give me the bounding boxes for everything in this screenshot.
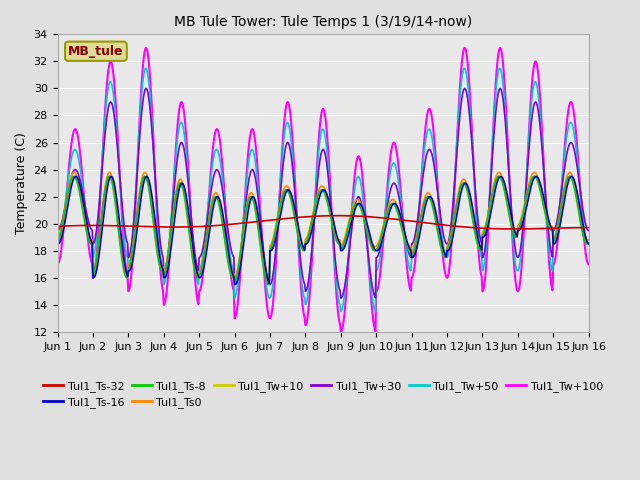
Tul1_Tw+100 — [538, 116, 545, 122]
Tul1_Tw+30 — [142, 85, 150, 91]
Line: Tul1_Tw+50: Tul1_Tw+50 — [58, 68, 589, 312]
Tul1_Tw+10 — [54, 241, 61, 247]
Tul1_Ts-8 — [193, 275, 201, 280]
Tul1_Tw+10 — [531, 173, 539, 179]
Legend: Tul1_Ts-32, Tul1_Ts-16, Tul1_Ts-8, Tul1_Ts0, Tul1_Tw+10, Tul1_Tw+30, Tul1_Tw+50,: Tul1_Ts-32, Tul1_Ts-16, Tul1_Ts-8, Tul1_… — [39, 376, 607, 412]
Tul1_Ts-32 — [585, 225, 593, 230]
Tul1_Tw+100 — [171, 162, 179, 168]
Tul1_Tw+50 — [420, 156, 428, 161]
Tul1_Ts-32 — [334, 213, 342, 218]
Tul1_Tw+50 — [367, 285, 375, 291]
Tul1_Ts-16 — [532, 173, 540, 179]
Tul1_Ts0 — [585, 236, 593, 242]
Tul1_Ts-32 — [54, 224, 61, 229]
Tul1_Tw+10 — [585, 241, 593, 247]
Tul1_Ts-32 — [367, 214, 375, 220]
Tul1_Ts0 — [538, 188, 545, 193]
Tul1_Ts-32 — [315, 213, 323, 219]
Tul1_Tw+50 — [461, 65, 468, 71]
Tul1_Ts-8 — [420, 203, 428, 209]
Tul1_Tw+100 — [142, 45, 150, 51]
Tul1_Tw+100 — [420, 139, 428, 144]
Line: Tul1_Ts-32: Tul1_Ts-32 — [58, 216, 589, 229]
Tul1_Tw+100 — [337, 329, 344, 335]
Tul1_Ts0 — [193, 270, 201, 276]
Tul1_Tw+10 — [367, 241, 375, 247]
Tul1_Ts0 — [170, 203, 178, 208]
Tul1_Ts0 — [367, 238, 375, 244]
Tul1_Tw+50 — [54, 241, 61, 247]
Tul1_Tw+50 — [315, 149, 323, 155]
Tul1_Ts-16 — [170, 220, 178, 226]
Tul1_Tw+10 — [170, 209, 178, 215]
Y-axis label: Temperature (C): Temperature (C) — [15, 132, 28, 234]
Tul1_Tw+30 — [54, 228, 61, 233]
Title: MB Tule Tower: Tule Temps 1 (3/19/14-now): MB Tule Tower: Tule Temps 1 (3/19/14-now… — [174, 15, 472, 29]
Tul1_Tw+50 — [337, 309, 344, 314]
Tul1_Tw+10 — [538, 191, 545, 196]
Tul1_Ts-8 — [538, 193, 545, 199]
Tul1_Ts-16 — [232, 282, 239, 288]
Text: MB_tule: MB_tule — [68, 45, 124, 58]
Line: Tul1_Tw+100: Tul1_Tw+100 — [58, 48, 589, 332]
Tul1_Tw+30 — [171, 180, 179, 185]
Tul1_Ts-8 — [170, 204, 178, 210]
Tul1_Tw+100 — [585, 262, 593, 267]
Tul1_Ts0 — [54, 236, 61, 242]
Tul1_Tw+30 — [194, 266, 202, 272]
Line: Tul1_Ts-8: Tul1_Ts-8 — [58, 176, 589, 285]
Tul1_Ts-16 — [538, 185, 545, 191]
Line: Tul1_Tw+30: Tul1_Tw+30 — [58, 88, 589, 298]
Tul1_Tw+30 — [538, 138, 545, 144]
Tul1_Ts-32 — [193, 224, 201, 229]
Tul1_Ts-32 — [420, 220, 428, 226]
Line: Tul1_Tw+10: Tul1_Tw+10 — [58, 176, 589, 285]
Tul1_Ts0 — [316, 186, 323, 192]
Tul1_Ts-16 — [316, 194, 323, 200]
Tul1_Ts0 — [530, 169, 538, 175]
Tul1_Ts-32 — [170, 224, 178, 230]
Tul1_Tw+10 — [420, 205, 428, 211]
Tul1_Ts-32 — [510, 226, 518, 232]
Tul1_Ts-8 — [367, 243, 375, 249]
Tul1_Tw+30 — [316, 161, 323, 167]
Tul1_Tw+100 — [194, 299, 202, 304]
Tul1_Tw+30 — [337, 295, 344, 301]
Tul1_Tw+30 — [420, 165, 428, 171]
Tul1_Tw+10 — [193, 274, 201, 279]
Tul1_Ts-16 — [367, 237, 375, 242]
Tul1_Tw+10 — [316, 191, 323, 196]
Tul1_Ts-32 — [538, 226, 545, 231]
Tul1_Ts-16 — [54, 241, 61, 247]
Tul1_Tw+50 — [538, 130, 545, 136]
Tul1_Ts-8 — [265, 282, 273, 288]
Tul1_Tw+50 — [170, 176, 178, 181]
Tul1_Ts-8 — [585, 240, 593, 246]
Tul1_Ts-8 — [316, 189, 323, 195]
Tul1_Tw+100 — [316, 128, 323, 134]
Tul1_Tw+10 — [266, 282, 273, 288]
Line: Tul1_Ts-16: Tul1_Ts-16 — [58, 176, 589, 285]
Tul1_Ts-16 — [585, 241, 593, 247]
Tul1_Ts-8 — [54, 240, 61, 246]
Tul1_Tw+100 — [54, 262, 61, 267]
Tul1_Ts-16 — [193, 269, 201, 275]
Tul1_Ts-8 — [530, 173, 538, 179]
Tul1_Tw+100 — [368, 303, 376, 309]
Tul1_Tw+30 — [368, 280, 376, 286]
Tul1_Tw+30 — [585, 228, 593, 233]
Tul1_Tw+50 — [193, 277, 201, 283]
Tul1_Tw+50 — [585, 241, 593, 247]
Tul1_Ts0 — [420, 200, 428, 206]
Line: Tul1_Ts0: Tul1_Ts0 — [58, 172, 589, 280]
Tul1_Ts-16 — [420, 212, 428, 217]
Tul1_Ts0 — [265, 277, 273, 283]
